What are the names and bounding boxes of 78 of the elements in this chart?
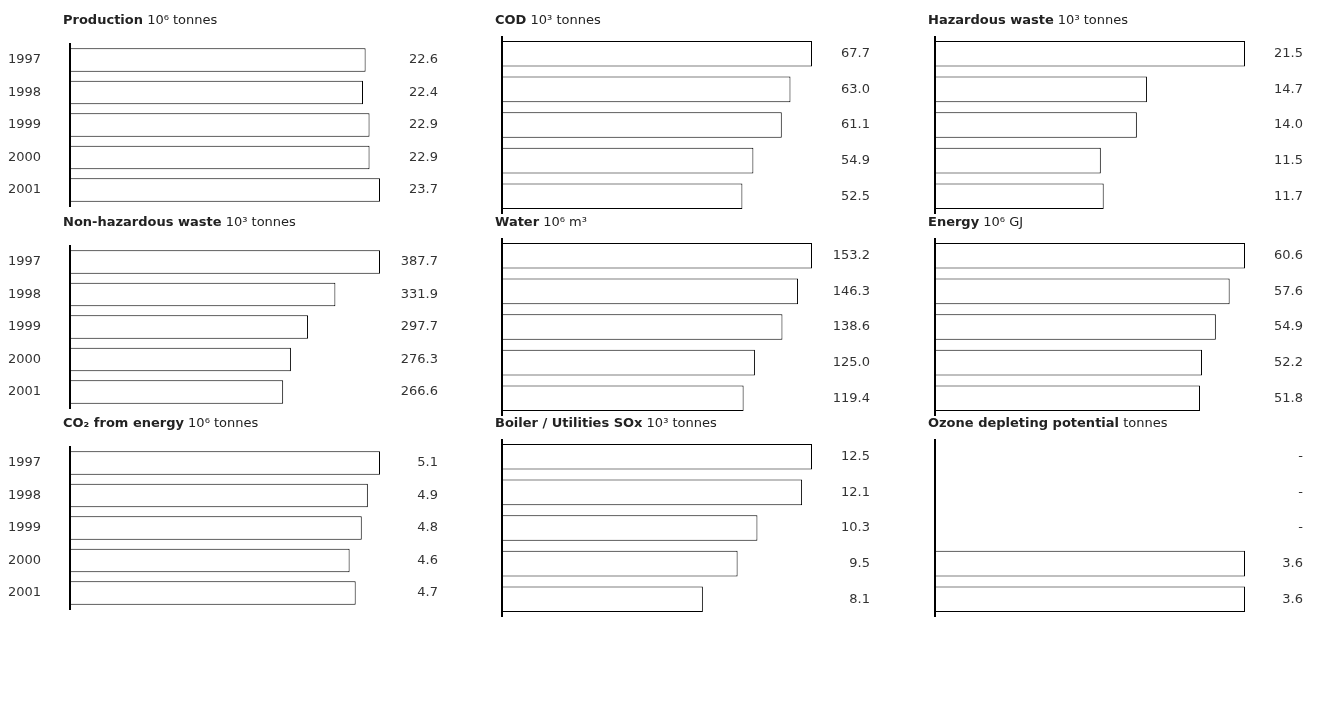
data-label: 63.0 [841,80,870,96]
data-label: 387.7 [400,253,438,269]
data-label: 4.6 [417,551,438,567]
chart-subtitle: 10³ tonnes [529,12,601,27]
y-tick-label: 1999 [8,116,42,132]
chart-title: Hazardous waste [928,12,1054,27]
y-tick-label: 2000 [8,148,42,164]
y-tick-label: 1999 [8,318,42,334]
data-label: 4.7 [417,584,438,600]
data-label: 52.2 [1274,353,1303,369]
chart-subtitle: 10⁶ tonnes [146,12,218,27]
y-tick-label: 2000 [8,551,42,567]
chart-subtitle: tonnes [1122,415,1168,430]
data-label: 331.9 [400,285,438,301]
data-label: 3.6 [1282,590,1303,606]
data-label: 22.4 [409,83,438,99]
data-label: 23.7 [409,181,438,197]
y-tick-label: 1997 [8,253,42,269]
data-label: 21.5 [1274,45,1303,61]
y-tick-label: 2001 [8,383,42,399]
data-label: 125.0 [832,353,870,369]
chart-subtitle: 10³ tonnes [1056,12,1129,27]
data-label: 67.7 [841,45,870,61]
data-label: 266.6 [400,383,438,399]
chart-title: Non-hazardous waste [63,214,222,229]
y-tick-label: 1997 [8,51,42,67]
data-label: 12.5 [841,448,870,464]
data-label: 14.0 [1274,116,1303,132]
data-label: 54.9 [841,151,870,167]
chart-title: Production [63,12,143,27]
y-tick-label: 2000 [8,350,42,366]
chart-title: CO₂ from energy [63,415,184,430]
y-tick-label: 1998 [8,83,42,99]
data-label: 22.9 [409,148,438,164]
data-label: 297.7 [400,318,438,334]
chart-title: COD [495,12,527,27]
chart-subtitle: 10³ tonnes [224,214,296,229]
data-label: 61.1 [841,116,870,132]
chart-subtitle: 10⁶ GJ [982,214,1024,229]
data-label: 12.1 [841,483,870,499]
text: - [1298,519,1303,535]
y-tick-label: 2001 [8,181,42,197]
data-label: 11.7 [1274,187,1303,203]
data-label: 4.8 [417,519,438,535]
data-label: 146.3 [832,282,870,298]
data-label: 22.6 [409,51,438,67]
chart-subtitle: 10⁶ m³ [542,214,587,229]
chart-title: Energy [928,214,980,229]
y-tick-label: 2001 [8,584,42,600]
text: - [1298,448,1303,464]
text: - [1298,483,1303,499]
data-label: 52.5 [841,187,870,203]
data-label: 3.6 [1282,554,1303,570]
data-label: 14.7 [1274,80,1303,96]
data-label: 51.8 [1274,389,1303,405]
data-label: 153.2 [832,247,870,263]
chart-subtitle: 10⁶ tonnes [187,415,259,430]
chart-subtitle: 10³ tonnes [645,415,717,430]
data-label: 22.9 [409,116,438,132]
data-label: 138.6 [832,318,870,334]
y-tick-label: 1998 [8,486,42,502]
data-label: 10.3 [841,519,870,535]
data-label: 4.9 [417,486,438,502]
data-label: 8.1 [849,590,870,606]
data-label: 119.4 [832,389,870,405]
data-label: 54.9 [1274,318,1303,334]
y-tick-label: 1998 [8,285,42,301]
data-label: 60.6 [1274,247,1303,263]
data-label: 276.3 [400,350,438,366]
data-label: 57.6 [1274,282,1303,298]
data-label: 9.5 [849,554,870,570]
data-label: 5.1 [417,454,438,470]
data-label: 11.5 [1274,151,1303,167]
y-tick-label: 1997 [8,454,42,470]
chart-title: Water [495,214,540,229]
chart-title: Boiler / Utilities SOx [495,415,643,430]
y-tick-label: 1999 [8,519,42,535]
chart-title: Ozone depleting potential [928,415,1120,430]
